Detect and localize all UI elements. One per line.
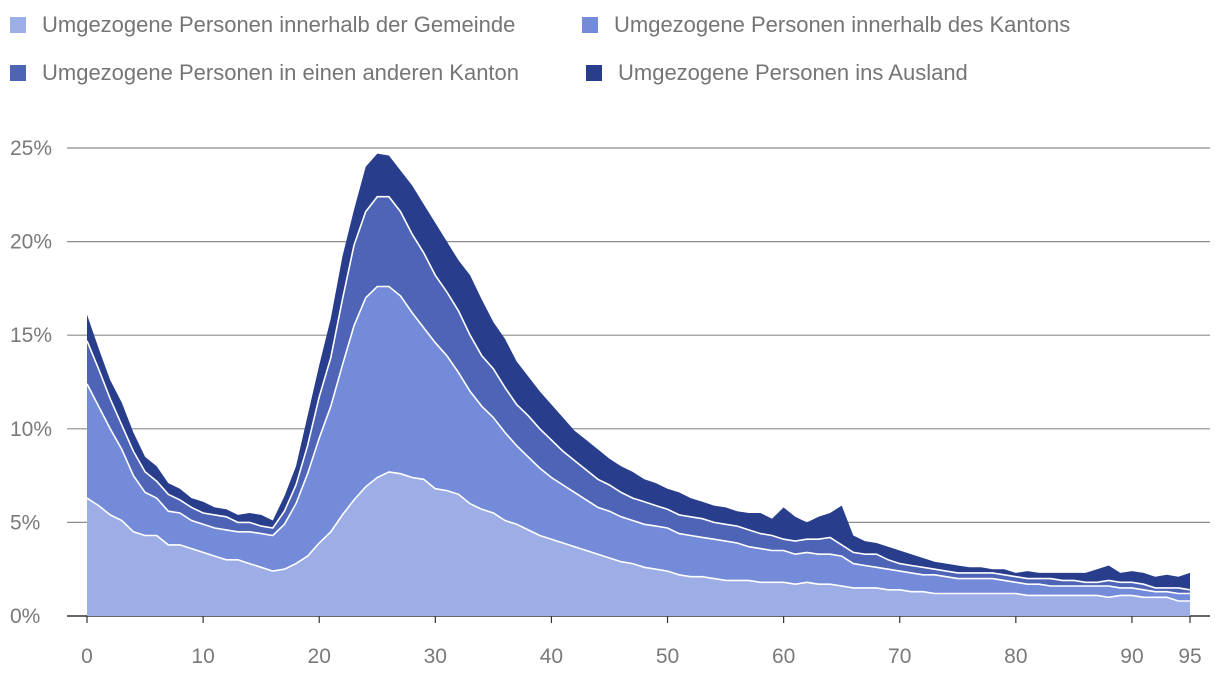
x-tick-label: 30	[424, 645, 447, 668]
legend-swatch-kanton	[582, 17, 598, 33]
x-tick-label: 60	[772, 645, 795, 668]
x-axis: 0 10 20 30 40 50 60 70 80 90 95	[81, 616, 1202, 668]
legend-label-gemeinde: Umgezogene Personen innerhalb der Gemein…	[42, 12, 516, 37]
legend-label-ausland: Umgezogene Personen ins Ausland	[618, 60, 968, 85]
legend-swatch-ausland	[586, 65, 602, 81]
x-tick-label: 20	[308, 645, 331, 668]
x-tick-label: 10	[191, 645, 214, 668]
legend-label-anderer-kanton: Umgezogene Personen in einen anderen Kan…	[42, 60, 520, 85]
x-tick-label: 90	[1120, 645, 1143, 668]
x-tick-label: 95	[1178, 645, 1201, 668]
legend-item-kanton[interactable]: Umgezogene Personen innerhalb des Kanton…	[582, 12, 1070, 38]
x-tick-label: 40	[540, 645, 563, 668]
area-kanton	[87, 286, 1190, 601]
legend-item-ausland[interactable]: Umgezogene Personen ins Ausland	[586, 60, 968, 86]
legend-item-gemeinde[interactable]: Umgezogene Personen innerhalb der Gemein…	[10, 12, 515, 38]
x-tick-label: 50	[656, 645, 679, 668]
separator-line-kanton	[86, 285, 1190, 595]
y-tick-label: 20%	[10, 231, 52, 254]
legend-label-kanton: Umgezogene Personen innerhalb des Kanton…	[614, 12, 1071, 37]
x-tick-label: 70	[888, 645, 911, 668]
area-series	[86, 153, 1191, 616]
legend-swatch-gemeinde	[10, 17, 26, 33]
y-tick-label: 5%	[10, 511, 40, 534]
legend-item-anderer-kanton[interactable]: Umgezogene Personen in einen anderen Kan…	[10, 60, 519, 86]
y-tick-label: 15%	[10, 324, 52, 347]
legend-swatch-anderer-kanton	[10, 65, 26, 81]
separator-line-gemeinde	[86, 471, 1190, 602]
area-gemeinde	[87, 471, 1190, 616]
x-tick-label: 0	[81, 645, 93, 668]
y-tick-label: 0%	[10, 605, 40, 628]
legend: Umgezogene Personen innerhalb der Gemein…	[0, 0, 1220, 100]
x-tick-label: 80	[1004, 645, 1027, 668]
separator-line-anderer-kanton	[86, 195, 1191, 591]
y-axis: 0% 5% 10% 15% 20% 25%	[10, 137, 52, 628]
y-tick-label: 25%	[10, 137, 52, 160]
area-anderer-kanton	[87, 196, 1190, 594]
y-tick-label: 10%	[10, 418, 52, 441]
